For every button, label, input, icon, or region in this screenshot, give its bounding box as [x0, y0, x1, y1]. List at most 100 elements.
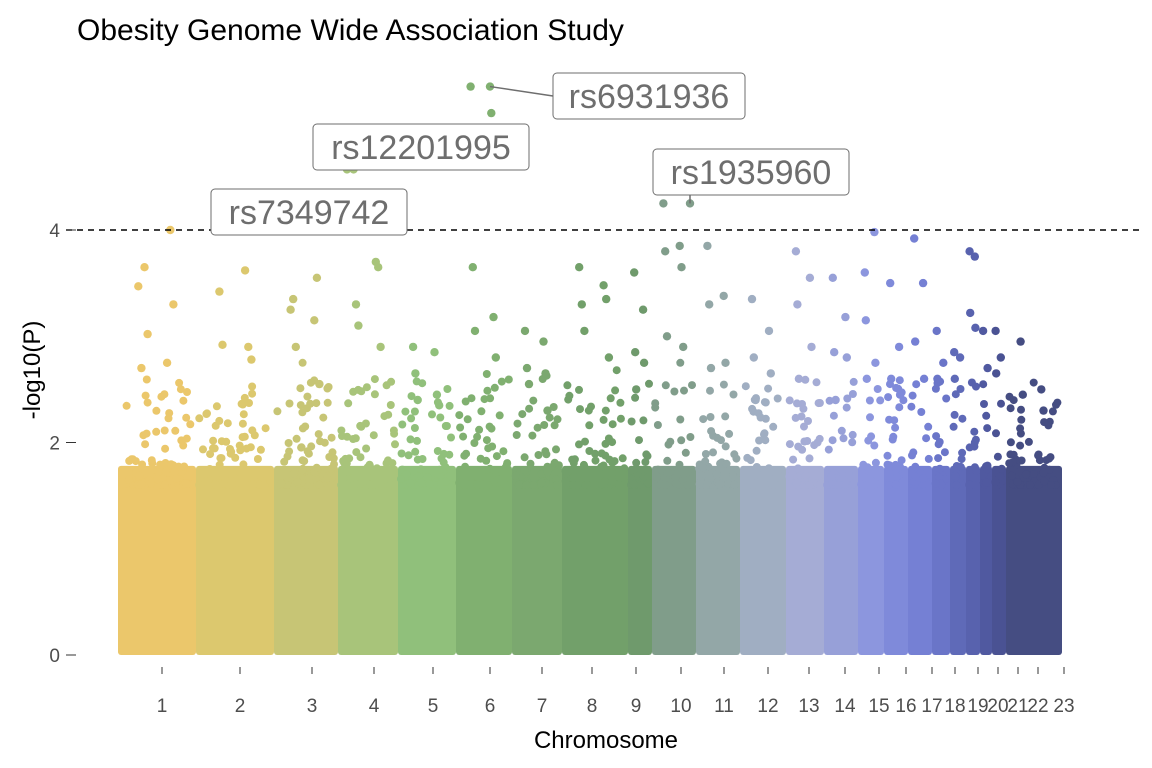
snp-point [349, 387, 358, 396]
snp-point [370, 375, 379, 384]
snp-point [745, 480, 754, 489]
chromosome-band-11 [696, 465, 740, 655]
snp-point [455, 411, 464, 420]
snp-point [883, 451, 892, 460]
snp-point [721, 412, 730, 421]
snp-point [722, 459, 731, 468]
x-tick-label: 16 [895, 696, 916, 717]
y-tick-label: 2 [49, 434, 60, 455]
snp-point [465, 480, 474, 489]
snp-peak-point [828, 273, 837, 282]
snp-point [273, 407, 282, 416]
snp-point [606, 394, 615, 403]
chromosome-band-1 [118, 465, 196, 655]
snp-point [242, 444, 251, 453]
snp-peak-point [841, 312, 850, 322]
snp-point [418, 379, 427, 388]
snp-point [611, 386, 620, 395]
snp-point [701, 457, 710, 466]
snp-point [561, 467, 570, 476]
snp-point [482, 456, 491, 465]
snp-point [769, 422, 778, 431]
snp-point [199, 445, 207, 454]
snp-point [743, 453, 752, 462]
snp-point [235, 467, 244, 476]
snp-point [413, 436, 421, 445]
snp-point [616, 414, 625, 423]
snp-point [599, 461, 608, 470]
x-tick-label: 13 [798, 696, 819, 717]
snp-peak-point [791, 247, 801, 256]
x-tick-label: 8 [587, 696, 598, 717]
snp-point [701, 450, 710, 458]
snp-peak-point [351, 300, 361, 309]
snp-peak-point [721, 358, 730, 367]
snp-point [895, 376, 904, 385]
snp-point [406, 479, 415, 488]
snp-point [803, 437, 812, 445]
snp-peak-point [751, 395, 760, 405]
snp-point [972, 382, 980, 391]
snp-point [258, 466, 267, 475]
chromosome-band-7 [512, 465, 562, 655]
snp-point [397, 449, 406, 458]
snp-point [339, 457, 348, 465]
snp-point [612, 366, 621, 375]
snp-point [801, 471, 810, 480]
snp-point [382, 459, 391, 468]
snp-point [950, 410, 959, 419]
snp-point [146, 479, 155, 488]
snp-peak-point [289, 294, 298, 304]
snp-point [443, 385, 452, 393]
snp-point [534, 451, 543, 459]
chromosome-band-19 [950, 465, 966, 655]
snp-peak-point [870, 227, 879, 237]
snp-point [238, 433, 247, 442]
snp-point [770, 480, 779, 489]
x-tick-label: 10 [670, 696, 691, 717]
snp-point [719, 380, 728, 389]
snp-point [729, 471, 737, 479]
snp-point [810, 441, 819, 450]
snp-point [143, 398, 152, 407]
chromosome-band-8 [562, 465, 628, 655]
snp-peak-point [661, 247, 670, 256]
snp-point [436, 413, 445, 422]
snp-peak-point [575, 263, 584, 272]
snp-peak-point [887, 374, 896, 383]
snp-point [239, 460, 248, 469]
snp-point [895, 403, 904, 412]
snp-point [580, 462, 589, 471]
x-tick-label: 4 [369, 696, 380, 717]
snp-point [402, 470, 411, 479]
snp-peak-point [408, 342, 418, 352]
snp-point [175, 378, 184, 387]
snp-point [635, 436, 643, 445]
snp-point [712, 470, 721, 479]
snp-peak-point [134, 282, 143, 291]
snp-point [884, 393, 893, 402]
snp-point [849, 377, 858, 386]
x-tick-label: 7 [537, 696, 548, 717]
snp-peak-point [632, 385, 641, 394]
snp-point [631, 393, 640, 402]
snp-point [463, 415, 472, 424]
snp-peak-point [539, 337, 548, 346]
snp-point [542, 450, 551, 459]
snp-point [467, 394, 476, 403]
snp-peak-point [991, 326, 1000, 336]
snp-peak-point [430, 348, 439, 357]
snp-point [949, 422, 958, 431]
snp-point [496, 477, 505, 486]
snp-point [312, 399, 321, 408]
snp-peak-point [939, 358, 948, 367]
snp-point [248, 382, 257, 391]
snp-point [156, 460, 165, 469]
snp-point [411, 447, 420, 456]
snp-point [160, 480, 169, 489]
snp-point [924, 454, 933, 463]
snp-point [423, 473, 432, 482]
snp-point [845, 471, 854, 480]
chromosome-band-17 [908, 465, 932, 655]
snp-point [357, 387, 366, 396]
